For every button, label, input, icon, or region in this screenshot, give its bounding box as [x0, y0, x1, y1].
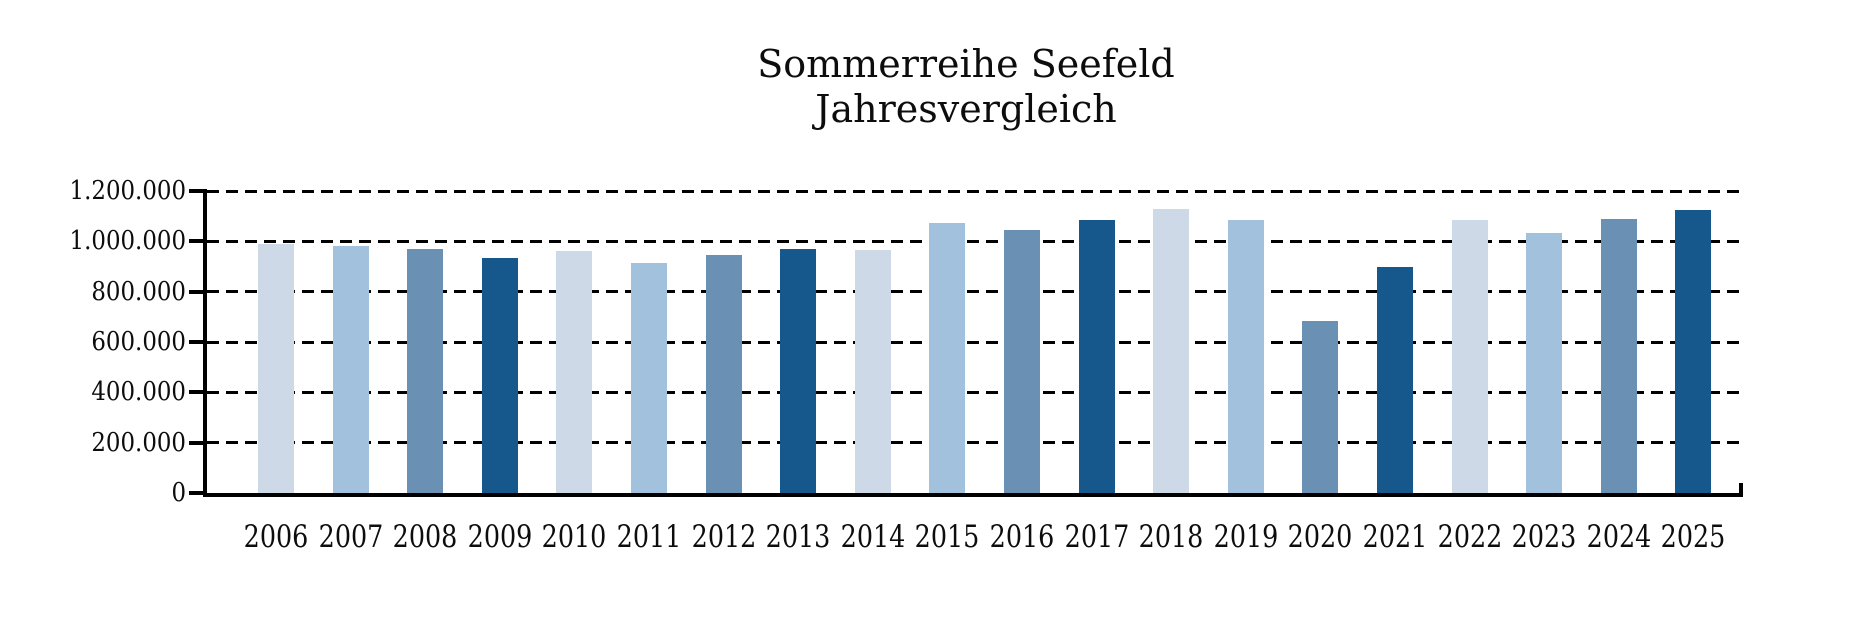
y-gridline-600.000	[207, 340, 1742, 344]
y-gridline-1.000.000	[207, 239, 1742, 243]
chart-title: Sommerreihe Seefeld Jahresvergleich	[757, 42, 1175, 132]
bar-2020	[1302, 320, 1339, 493]
y-tick-0	[189, 491, 203, 495]
bar-2019	[1227, 219, 1264, 493]
y-tick-label-400.000: 400.000	[91, 377, 186, 408]
x-tick-label-2009: 2009	[467, 519, 533, 555]
x-tick-label-2021: 2021	[1362, 519, 1428, 555]
x-tick-label-2025: 2025	[1661, 519, 1726, 555]
x-axis-line	[203, 493, 1743, 497]
bar-2017	[1078, 219, 1115, 493]
chart-title-line1: Sommerreihe Seefeld	[757, 42, 1175, 86]
x-tick-label-2020: 2020	[1288, 519, 1353, 555]
y-tick-800.000	[189, 289, 203, 294]
x-tick-label-2022: 2022	[1437, 519, 1502, 555]
x-tick-label-2019: 2019	[1213, 519, 1279, 555]
x-tick-label-2007: 2007	[318, 519, 383, 555]
bar-2014	[854, 250, 891, 493]
bar-2018	[1153, 208, 1190, 493]
y-gridline-1.200.000	[207, 189, 1742, 193]
bar-2012	[705, 255, 742, 493]
y-tick-1.200.000	[189, 189, 203, 193]
x-tick-label-2023: 2023	[1511, 519, 1577, 555]
bar-2007	[332, 246, 369, 493]
x-tick-label-2024: 2024	[1586, 519, 1652, 555]
bar-2010	[556, 251, 593, 493]
y-tick-label-1.200.000: 1.200.000	[69, 176, 186, 206]
y-gridline-400.000	[207, 390, 1742, 394]
y-tick-label-1.000.000: 1.000.000	[69, 226, 186, 257]
x-tick-label-2006: 2006	[243, 519, 309, 555]
y-tick-600.000	[189, 340, 203, 344]
bar-2021	[1377, 266, 1413, 493]
x-tick-label-2018: 2018	[1138, 519, 1204, 555]
bar-2022	[1451, 219, 1488, 493]
y-tick-label-200.000: 200.000	[91, 427, 186, 458]
bar-2016	[1004, 230, 1040, 493]
x-tick-label-2012: 2012	[691, 519, 756, 555]
y-tick-label-800.000: 800.000	[91, 276, 186, 307]
bar-2011	[631, 262, 667, 493]
x-tick-label-2017: 2017	[1064, 519, 1129, 555]
chart-title-line2: Jahresvergleich	[815, 87, 1117, 131]
x-tick-label-2015: 2015	[915, 519, 980, 555]
x-axis-end-cap	[1739, 483, 1743, 497]
y-tick-label-0: 0	[171, 478, 186, 508]
x-tick-label-2011: 2011	[616, 519, 682, 555]
bar-2009	[481, 257, 518, 493]
x-tick-label-2010: 2010	[542, 519, 607, 555]
bar-2023	[1526, 232, 1563, 493]
bar-2013	[780, 248, 817, 493]
y-tick-400.000	[189, 390, 203, 395]
bar-2015	[929, 222, 966, 493]
bar-2024	[1600, 218, 1637, 493]
bar-2008	[407, 248, 444, 493]
x-tick-label-2013: 2013	[765, 519, 831, 555]
x-tick-label-2008: 2008	[392, 519, 458, 555]
x-tick-label-2016: 2016	[989, 519, 1055, 555]
y-tick-1.000.000	[189, 239, 203, 244]
y-tick-200.000	[189, 440, 203, 445]
bar-2025	[1675, 209, 1712, 493]
y-tick-label-600.000: 600.000	[91, 327, 186, 357]
x-tick-label-2014: 2014	[840, 519, 906, 555]
y-gridline-800.000	[207, 290, 1742, 294]
y-gridline-200.000	[207, 441, 1742, 445]
bar-2006	[258, 243, 294, 493]
y-axis-line	[203, 189, 207, 497]
